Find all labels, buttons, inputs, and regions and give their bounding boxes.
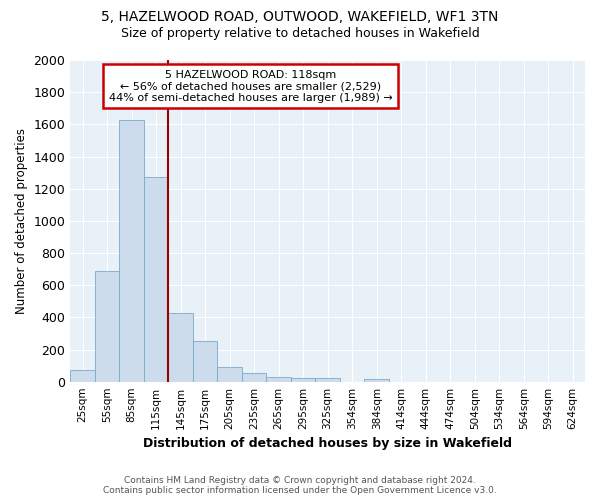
- Text: 5 HAZELWOOD ROAD: 118sqm
← 56% of detached houses are smaller (2,529)
44% of sem: 5 HAZELWOOD ROAD: 118sqm ← 56% of detach…: [109, 70, 392, 103]
- X-axis label: Distribution of detached houses by size in Wakefield: Distribution of detached houses by size …: [143, 437, 512, 450]
- Text: Contains HM Land Registry data © Crown copyright and database right 2024.
Contai: Contains HM Land Registry data © Crown c…: [103, 476, 497, 495]
- Bar: [169, 312, 193, 382]
- Text: 5, HAZELWOOD ROAD, OUTWOOD, WAKEFIELD, WF1 3TN: 5, HAZELWOOD ROAD, OUTWOOD, WAKEFIELD, W…: [101, 10, 499, 24]
- Bar: [70, 370, 95, 382]
- Bar: [316, 378, 340, 382]
- Bar: [266, 377, 291, 382]
- Bar: [144, 178, 169, 382]
- Bar: [242, 373, 266, 382]
- Bar: [119, 120, 144, 382]
- Y-axis label: Number of detached properties: Number of detached properties: [15, 128, 28, 314]
- Bar: [364, 380, 389, 382]
- Bar: [193, 340, 217, 382]
- Text: Size of property relative to detached houses in Wakefield: Size of property relative to detached ho…: [121, 28, 479, 40]
- Bar: [95, 270, 119, 382]
- Bar: [291, 378, 316, 382]
- Bar: [217, 367, 242, 382]
